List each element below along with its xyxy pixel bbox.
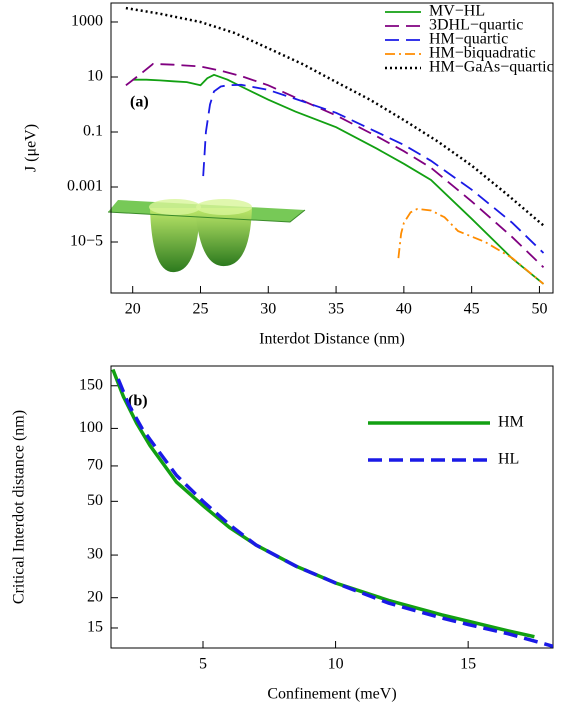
plot-frame bbox=[110, 365, 554, 649]
x-axis-label: Interdot Distance (nm) bbox=[259, 331, 405, 348]
y-tick-label: 20 bbox=[87, 588, 103, 605]
x-axis-label: Confinement (meV) bbox=[267, 686, 396, 703]
y-tick-label: 150 bbox=[79, 376, 103, 393]
data-line bbox=[111, 368, 535, 639]
data-line bbox=[132, 73, 545, 285]
data-line bbox=[125, 62, 545, 268]
y-tick-label: 15 bbox=[87, 619, 103, 636]
x-tick-label: 20 bbox=[125, 301, 141, 318]
y-tick-label: 30 bbox=[87, 546, 103, 563]
legend-label: HM−biquadratic bbox=[429, 45, 536, 62]
legend-label: HM bbox=[498, 414, 524, 431]
y-tick-label: 50 bbox=[87, 492, 103, 509]
legend-label: 3DHL−quartic bbox=[429, 17, 523, 34]
data-line bbox=[125, 6, 545, 227]
x-tick-label: 50 bbox=[531, 301, 547, 318]
x-tick-label: 5 bbox=[199, 656, 207, 673]
x-tick-label: 10 bbox=[328, 656, 344, 673]
y-tick-label: 0.1 bbox=[83, 123, 103, 140]
y-tick-label: 1000 bbox=[71, 13, 103, 30]
x-tick-label: 45 bbox=[464, 301, 480, 318]
legend-label: HM−GaAs−quartic bbox=[429, 59, 554, 76]
x-tick-label: 15 bbox=[460, 656, 476, 673]
y-tick-label: 10−5 bbox=[70, 233, 103, 250]
x-tick-label: 35 bbox=[328, 301, 344, 318]
plot-frame bbox=[110, 2, 554, 294]
legend-label: HL bbox=[498, 451, 519, 468]
y-axis-label: J (μeV) bbox=[23, 124, 40, 172]
y-tick-label: 10 bbox=[87, 68, 103, 85]
x-tick-label: 40 bbox=[396, 301, 412, 318]
data-line bbox=[202, 83, 545, 254]
y-tick-label: 0.001 bbox=[67, 178, 103, 195]
x-tick-label: 30 bbox=[260, 301, 276, 318]
legend-label: HM−quartic bbox=[429, 31, 508, 48]
inset-wells bbox=[107, 199, 306, 273]
y-tick-label: 70 bbox=[87, 457, 103, 474]
data-line bbox=[116, 378, 553, 648]
x-tick-label: 25 bbox=[192, 301, 208, 318]
data-line bbox=[397, 207, 545, 285]
y-axis-label: Critical Interdot distance (nm) bbox=[11, 410, 28, 604]
panel-label: (a) bbox=[130, 94, 149, 111]
panel-label: (b) bbox=[128, 393, 148, 410]
y-tick-label: 100 bbox=[79, 419, 103, 436]
legend-label: MV−HL bbox=[429, 3, 485, 20]
